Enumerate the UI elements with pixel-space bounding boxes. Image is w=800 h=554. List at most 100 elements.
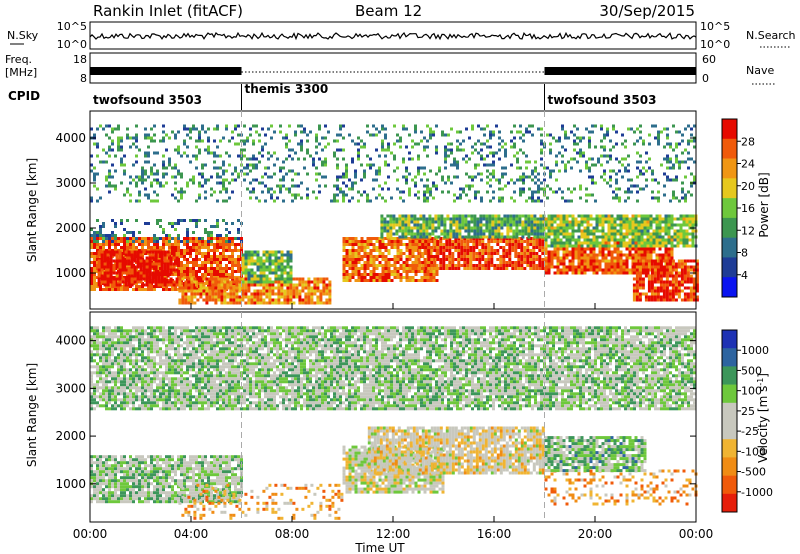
heatmap-cell — [100, 277, 104, 281]
heatmap-cell — [366, 193, 369, 197]
heatmap-cell — [141, 243, 144, 246]
heatmap-cell — [274, 271, 278, 275]
heatmap-cell — [607, 220, 611, 224]
heatmap-cell — [171, 252, 174, 255]
heatmap-cell — [180, 261, 183, 264]
heatmap-cell — [622, 232, 626, 236]
heatmap-cell — [622, 262, 626, 266]
heatmap-cell — [127, 268, 131, 272]
heatmap-cell — [160, 268, 164, 272]
heatmap-cell — [529, 243, 533, 246]
heatmap-cell — [354, 258, 358, 261]
heatmap-cell — [277, 259, 281, 263]
heatmap-cell — [580, 229, 584, 233]
heatmap-cell — [315, 166, 318, 170]
heatmap-cell — [90, 255, 93, 258]
heatmap-cell — [446, 232, 450, 236]
heatmap-cell — [288, 148, 291, 152]
heatmap-cell — [595, 244, 599, 248]
heatmap-cell — [216, 127, 219, 131]
heatmap-cell — [426, 178, 429, 182]
heatmap-cell — [198, 264, 201, 267]
heatmap-cell — [184, 283, 188, 287]
heatmap-cell — [452, 229, 456, 233]
heatmap-cell — [656, 262, 660, 266]
heatmap-cell — [616, 250, 620, 254]
heatmap-cell — [655, 235, 659, 239]
heatmap-cell — [390, 264, 394, 267]
heatmap-cell — [93, 237, 96, 240]
heatmap-cell — [187, 286, 191, 290]
heatmap-cell — [114, 243, 117, 246]
heatmap-cell — [378, 184, 381, 188]
heatmap-cell — [96, 187, 99, 191]
heatmap-cell — [445, 249, 449, 252]
heatmap-cell — [286, 250, 290, 254]
heatmap-cell — [520, 258, 524, 261]
heatmap-cell — [214, 289, 218, 293]
heatmap-cell — [634, 223, 638, 227]
heatmap-cell — [121, 271, 125, 275]
heatmap-cell — [111, 175, 114, 179]
heatmap-cell — [366, 267, 370, 270]
heatmap-cell — [449, 226, 453, 230]
heatmap-cell — [231, 258, 234, 261]
heatmap-cell — [171, 175, 174, 179]
heatmap-cell — [395, 223, 399, 227]
heatmap-cell — [228, 163, 231, 167]
heatmap-cell — [339, 187, 342, 191]
heatmap-cell — [435, 187, 438, 191]
heatmap-cell — [646, 244, 650, 248]
heatmap-cell — [398, 214, 402, 218]
heatmap-cell — [506, 232, 510, 236]
heatmap-cell — [150, 237, 153, 240]
heatmap-cell — [441, 190, 444, 194]
heatmap-cell — [586, 253, 590, 257]
heatmap-cell — [577, 253, 581, 257]
heatmap-cell — [246, 166, 249, 170]
heatmap-cell — [219, 243, 222, 246]
heatmap-cell — [261, 154, 264, 158]
heatmap-cell — [196, 277, 200, 281]
heatmap-cell — [208, 295, 212, 299]
heatmap-cell — [268, 283, 272, 287]
heatmap-cell — [674, 271, 678, 275]
heatmap-cell — [664, 256, 668, 260]
heatmap-cell — [106, 280, 110, 284]
heatmap-cell — [524, 220, 528, 224]
heatmap-cell — [322, 283, 326, 287]
heatmap-cell — [477, 151, 480, 155]
heatmap-cell — [530, 217, 534, 221]
heatmap-cell — [208, 277, 212, 281]
heatmap-cell — [304, 301, 308, 305]
heatmap-cell — [277, 250, 281, 254]
heatmap-cell — [111, 130, 114, 134]
heatmap-cell — [386, 226, 390, 230]
heatmap-cell — [496, 264, 500, 267]
heatmap-cell — [547, 232, 551, 236]
heatmap-cell — [405, 273, 409, 276]
heatmap-cell — [520, 246, 524, 249]
heatmap-cell — [441, 130, 444, 134]
heatmap-cell — [369, 166, 372, 170]
heatmap-cell — [109, 256, 113, 260]
heatmap-cell — [97, 277, 101, 281]
heatmap-cell — [345, 261, 349, 264]
heatmap-cell — [351, 139, 354, 143]
heatmap-cell — [458, 232, 462, 236]
heatmap-cell — [226, 283, 230, 287]
heatmap-cell — [213, 127, 216, 131]
heatmap-cell — [628, 244, 632, 248]
heatmap-cell — [405, 255, 409, 258]
heatmap-cell — [289, 274, 293, 278]
heatmap-cell — [247, 283, 251, 287]
heatmap-cell — [655, 229, 659, 233]
heatmap-cell — [238, 283, 242, 287]
heatmap-cell — [658, 244, 662, 248]
heatmap-cell — [106, 262, 110, 266]
heatmap-cell — [411, 249, 415, 252]
heatmap-cell — [250, 283, 254, 287]
heatmap-cell — [96, 246, 99, 249]
heatmap-cell — [610, 268, 614, 272]
heatmap-cell — [428, 235, 432, 239]
